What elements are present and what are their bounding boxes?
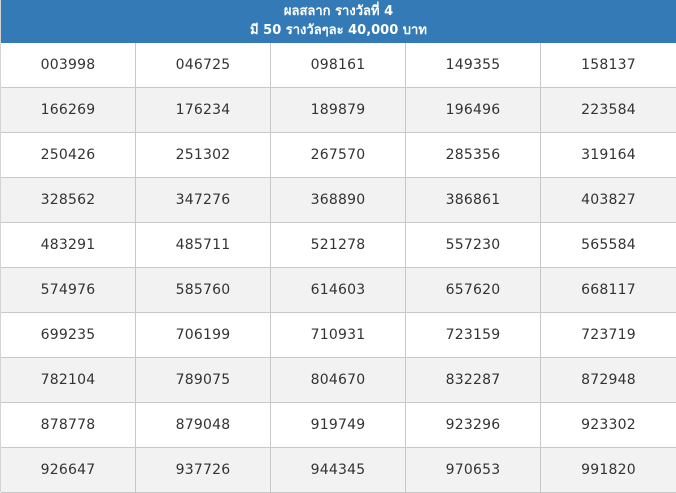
table-row: 878778 879048 919749 923296 923302	[1, 403, 676, 448]
prize-number-cell: 166269	[1, 88, 136, 132]
prize-subtitle: มี 50 รางวัลๆละ 40,000 บาท	[250, 23, 427, 38]
prize-number-cell: 196496	[406, 88, 541, 132]
prize-number-cell: 710931	[271, 313, 406, 357]
prize-number-cell: 804670	[271, 358, 406, 402]
table-row: 166269 176234 189879 196496 223584	[1, 88, 676, 133]
table-row: 250426 251302 267570 285356 319164	[1, 133, 676, 178]
prize-number-cell: 250426	[1, 133, 136, 177]
prize-number-cell: 923302	[581, 417, 636, 433]
prize-number-cell: 267570	[271, 133, 406, 177]
prize-number-cell: 251302	[136, 133, 271, 177]
prize-number-cell: 944345	[271, 448, 406, 492]
prize-number-cell: 832287	[406, 358, 541, 402]
prize-number-cell: 176234	[136, 88, 271, 132]
table-row: 003998 046725 098161 149355 158137	[1, 43, 676, 88]
table-row: 699235 706199 710931 723159 723719	[1, 313, 676, 358]
prize-number-cell: 485711	[136, 223, 271, 267]
prize-number-cell: 782104	[1, 358, 136, 402]
table-row: 328562 347276 368890 386861 403827	[1, 178, 676, 223]
prize-number-cell: 923296	[406, 403, 541, 447]
prize-number-cell: 223584	[581, 102, 636, 118]
prize-number-cell: 386861	[406, 178, 541, 222]
prize-number-cell: 003998	[1, 43, 136, 87]
prize-number-cell: 614603	[271, 268, 406, 312]
prize-number-cell: 937726	[136, 448, 271, 492]
prize-number-cell: 926647	[1, 448, 136, 492]
prize-number-cell: 149355	[406, 43, 541, 87]
prize-number-cell: 557230	[406, 223, 541, 267]
prize-number-cell: 878778	[1, 403, 136, 447]
prize-number-cell: 706199	[136, 313, 271, 357]
prize-number-cell: 046725	[136, 43, 271, 87]
prize-number-cell: 872948	[581, 372, 636, 388]
table-row: 782104 789075 804670 832287 872948	[1, 358, 676, 403]
prize-number-cell: 970653	[406, 448, 541, 492]
prize-number-cell: 521278	[271, 223, 406, 267]
prize-number-cell: 098161	[271, 43, 406, 87]
table-row: 574976 585760 614603 657620 668117	[1, 268, 676, 313]
prize-number-cell: 723159	[406, 313, 541, 357]
prize-number-cell: 991820	[581, 462, 636, 478]
table-row: 926647 937726 944345 970653 991820	[1, 448, 676, 493]
prize-number-cell: 919749	[271, 403, 406, 447]
prize-title: ผลสลาก รางวัลที่ 4	[283, 4, 394, 19]
prize-number-cell: 585760	[136, 268, 271, 312]
prize-number-cell: 574976	[1, 268, 136, 312]
prize-number-cell: 189879	[271, 88, 406, 132]
prize-number-cell: 328562	[1, 178, 136, 222]
prize-number-cell: 723719	[581, 327, 636, 343]
prize-number-cell: 347276	[136, 178, 271, 222]
prize-number-cell: 368890	[271, 178, 406, 222]
prize-header: ผลสลาก รางวัลที่ 4 มี 50 รางวัลๆละ 40,00…	[1, 0, 676, 43]
prize-number-cell: 657620	[406, 268, 541, 312]
prize-number-cell: 879048	[136, 403, 271, 447]
table-row: 483291 485711 521278 557230 565584	[1, 223, 676, 268]
prize-number-cell: 789075	[136, 358, 271, 402]
prize-number-cell: 403827	[581, 192, 636, 208]
prize-number-cell: 285356	[406, 133, 541, 177]
prize-number-cell: 699235	[1, 313, 136, 357]
prize-number-cell: 565584	[581, 237, 636, 253]
prize-number-cell: 319164	[581, 147, 636, 163]
prize-number-cell: 483291	[1, 223, 136, 267]
prize-number-cell: 158137	[581, 57, 636, 73]
prize-number-cell: 668117	[581, 282, 636, 298]
prize-rows: 003998 046725 098161 149355 158137 166269 1762…	[1, 43, 676, 493]
